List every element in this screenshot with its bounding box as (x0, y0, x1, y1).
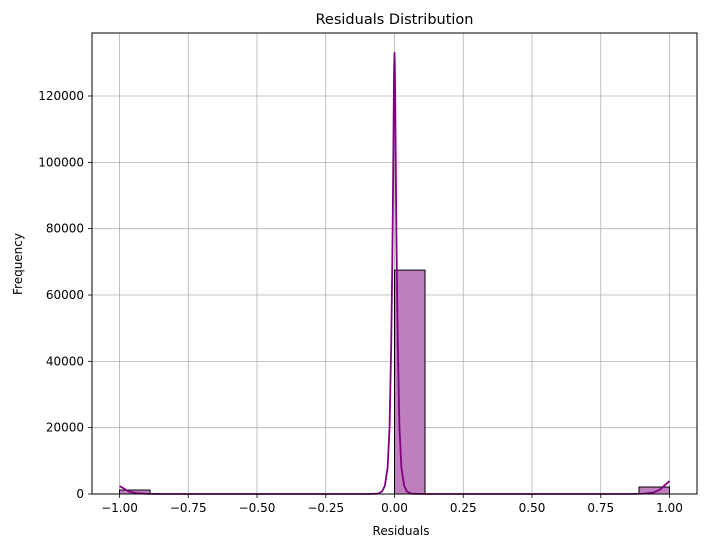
x-tick-label: 0.25 (450, 501, 477, 515)
x-tick-label: −1.00 (101, 501, 138, 515)
y-axis-ticks: 0 20000 40000 60000 80000 100000 120000 (38, 89, 92, 501)
x-axis-ticks: −1.00 −0.75 −0.50 −0.25 0.00 0.25 0.50 0.75 1.00 (101, 494, 683, 515)
x-tick-label: −0.25 (307, 501, 344, 515)
y-tick-label: 20000 (46, 421, 84, 435)
y-tick-label: 60000 (46, 288, 84, 302)
y-tick-label: 100000 (38, 155, 84, 169)
x-tick-label: 0.50 (519, 501, 546, 515)
x-tick-label: 0.75 (587, 501, 614, 515)
y-tick-label: 0 (76, 487, 84, 501)
y-axis-label: Frequency (11, 233, 25, 295)
y-tick-label: 40000 (46, 354, 84, 368)
x-tick-label: 0.00 (381, 501, 408, 515)
x-tick-label: −0.75 (170, 501, 207, 515)
x-tick-label: −0.50 (239, 501, 276, 515)
y-tick-label: 80000 (46, 222, 84, 236)
x-axis-label: Residuals (373, 524, 430, 538)
chart-title: Residuals Distribution (316, 12, 474, 28)
y-tick-label: 120000 (38, 89, 84, 103)
x-tick-label: 1.00 (656, 501, 683, 515)
